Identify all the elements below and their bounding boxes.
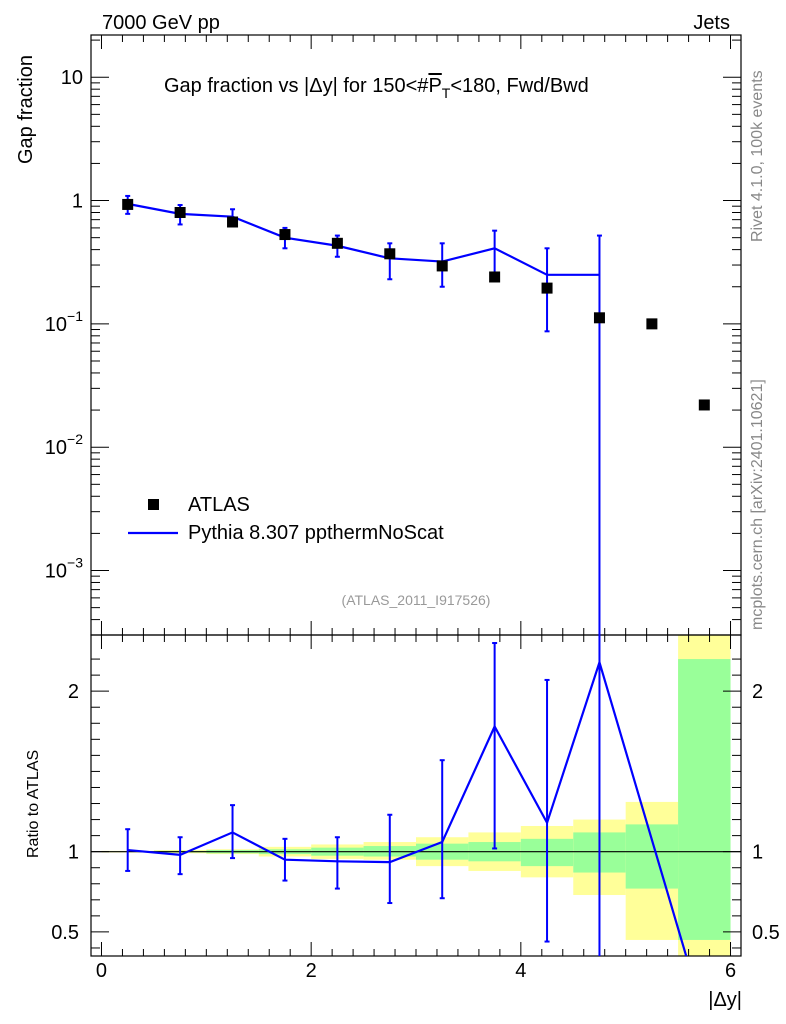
- ratio-tick-label-right: 0.5: [752, 922, 780, 944]
- x-tick-label: 2: [306, 960, 317, 982]
- atlas-point: [489, 271, 501, 283]
- green-band-bin: [678, 659, 731, 940]
- atlas-point: [279, 229, 291, 241]
- tick-labels: 10 1 10−1 10−2 10−3 0 2 4 6 2 2 1 1 0.5 0.5: [45, 67, 780, 982]
- y-tick-label: 10: [61, 67, 83, 89]
- ratio-y-axis-label: Ratio to ATLAS: [25, 750, 42, 858]
- y-axis-label: Gap fraction: [15, 55, 37, 164]
- atlas-point: [698, 399, 710, 411]
- atlas-point: [384, 248, 396, 260]
- pythia-line: [127, 202, 600, 276]
- x-tick-label: 0: [96, 960, 107, 982]
- legend-pythia-label: Pythia 8.307 ppthermNoScat: [188, 522, 444, 544]
- ratio-tick-label-left: 0.5: [51, 922, 79, 944]
- analysis-id: (ATLAS_2011_I917526): [342, 592, 491, 608]
- ratio-bands: [101, 635, 731, 956]
- green-band-bin: [625, 824, 679, 889]
- y-tick-label: 10−1: [45, 308, 83, 336]
- mcplots-label: mcplots.cern.ch [arXiv:2401.10621]: [749, 379, 766, 630]
- ratio-tick-label-left: 1: [68, 842, 79, 864]
- ratio-series: [125, 635, 688, 956]
- legend: ATLAS Pythia 8.307 ppthermNoScat: [128, 494, 444, 544]
- legend-atlas-marker: [148, 499, 159, 510]
- x-tick-label: 6: [725, 960, 736, 982]
- legend-atlas-label: ATLAS: [188, 494, 250, 516]
- energy-label: 7000 GeV pp: [102, 12, 220, 34]
- atlas-point: [227, 216, 239, 228]
- y-tick-label: 10−2: [45, 431, 83, 459]
- pythia-errors: [125, 194, 602, 635]
- chart-title: Gap fraction vs |Δy| for 150<#PT<180, Fw…: [164, 75, 589, 101]
- rivet-version-label: Rivet 4.1.0, 100k events: [749, 70, 766, 242]
- y-tick-label: 1: [72, 191, 83, 213]
- main-panel-frame: [90, 34, 742, 636]
- ratio-line: [127, 658, 688, 956]
- atlas-point: [436, 260, 448, 272]
- x-axis-label: |Δy|: [708, 989, 742, 1011]
- ratio-tick-label-right: 1: [752, 842, 763, 864]
- atlas-point: [174, 207, 186, 219]
- atlas-point: [541, 282, 553, 294]
- series-layer: [122, 194, 710, 956]
- atlas-point: [593, 312, 605, 324]
- axes-layer: [90, 34, 742, 957]
- category-label: Jets: [693, 12, 730, 34]
- ratio-tick-label-left: 2: [68, 681, 79, 703]
- ratio-tick-label-right: 2: [752, 681, 763, 703]
- atlas-point: [646, 318, 658, 330]
- atlas-point: [331, 237, 343, 249]
- x-tick-label: 4: [515, 960, 526, 982]
- atlas-point: [122, 198, 134, 210]
- y-tick-label: 10−3: [45, 555, 83, 583]
